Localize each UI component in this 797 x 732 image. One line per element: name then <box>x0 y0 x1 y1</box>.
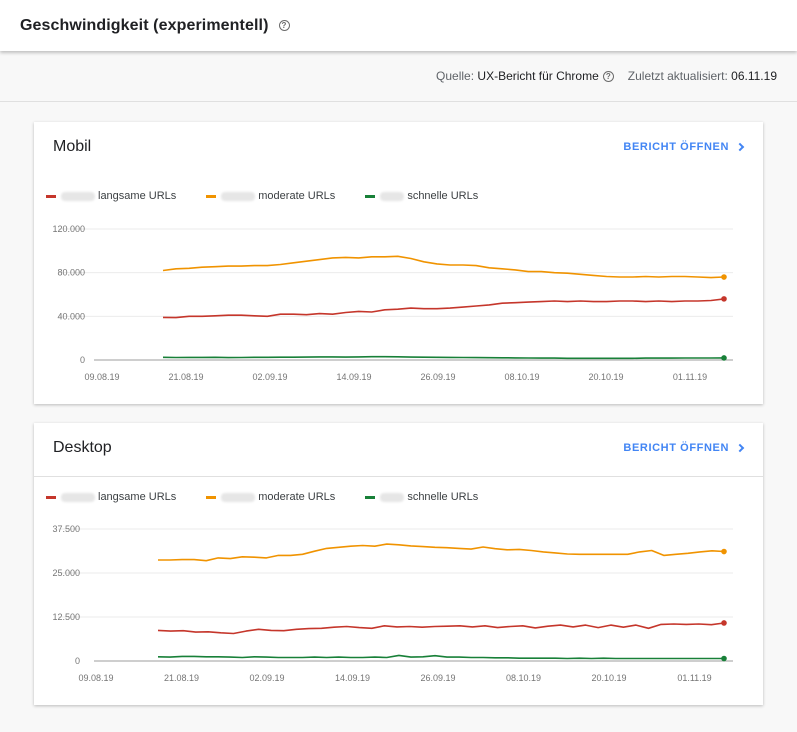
x-tick-label: 26.09.19 <box>420 372 455 382</box>
series-line-slow <box>162 298 725 319</box>
legend-item-slow[interactable]: langsame URLs <box>46 491 176 503</box>
card-title: Desktop <box>53 439 112 456</box>
legend-swatch-moderate <box>206 495 217 499</box>
legend-swatch-fast <box>365 194 376 198</box>
series-line-fast <box>157 654 724 660</box>
legend-swatch-fast <box>365 495 376 499</box>
source-value: UX-Bericht für Chrome <box>477 69 599 83</box>
legend-label: moderate URLs <box>258 190 336 202</box>
x-tick-label: 14.09.19 <box>335 673 370 683</box>
redacted-count <box>61 191 95 201</box>
x-tick-label: 26.09.19 <box>420 673 455 683</box>
x-tick-label: 09.08.19 <box>78 673 113 683</box>
x-tick-label: 21.08.19 <box>164 673 199 683</box>
x-tick-label: 01.11.19 <box>677 673 711 683</box>
legend-label: moderate URLs <box>258 491 336 503</box>
page-title: Geschwindigkeit (experimentell) <box>20 16 269 34</box>
help-circle-icon[interactable]: ? <box>278 20 290 31</box>
y-tick-label: 0 <box>75 656 80 666</box>
desktop-speed-card: Desktop BERICHT ÖFFNEN langsame URLs mod… <box>34 423 763 705</box>
x-tick-label: 14.09.19 <box>336 372 371 382</box>
y-tick-label: 37.500 <box>52 524 80 534</box>
legend-swatch-slow <box>46 495 56 499</box>
series-endpoint-slow <box>721 296 727 302</box>
series-endpoint-fast <box>721 355 727 361</box>
x-tick-label: 20.10.19 <box>588 372 623 382</box>
x-tick-label: 02.09.19 <box>252 372 287 382</box>
legend-item-slow[interactable]: langsame URLs <box>46 190 176 202</box>
card-header: Mobil BERICHT ÖFFNEN <box>34 122 763 175</box>
source-help-icon[interactable]: ? <box>602 70 614 82</box>
updated-value: 06.11.19 <box>731 69 777 83</box>
open-report-label: BERICHT ÖFFNEN <box>623 141 729 153</box>
source-label: Quelle: <box>436 69 475 83</box>
y-tick-label: 40.000 <box>57 311 85 321</box>
updated-label: Zuletzt aktualisiert: <box>627 69 728 83</box>
open-report-button[interactable]: BERICHT ÖFFNEN <box>623 141 745 153</box>
y-tick-label: 120.000 <box>52 224 85 234</box>
page-header: Geschwindigkeit (experimentell) ? <box>0 0 797 51</box>
chevron-right-icon <box>735 443 745 453</box>
legend-swatch-slow <box>46 194 56 198</box>
chart-legend: langsame URLs moderate URLs schnelle URL… <box>46 491 508 503</box>
legend-label: langsame URLs <box>98 190 177 202</box>
open-report-button[interactable]: BERICHT ÖFFNEN <box>623 442 745 454</box>
series-line-slow <box>157 622 725 635</box>
legend-label: schnelle URLs <box>407 491 479 503</box>
x-tick-label: 08.10.19 <box>504 372 539 382</box>
redacted-count <box>61 492 95 502</box>
series-endpoint-moderate <box>721 548 727 555</box>
x-tick-label: 21.08.19 <box>168 372 203 382</box>
desktop-line-chart[interactable]: 0 12.500 25.000 37.500 09.08.19 21.08.19 02.09… <box>34 521 763 691</box>
y-tick-label: 25.000 <box>52 568 80 578</box>
chevron-right-icon <box>735 142 745 152</box>
redacted-count <box>221 191 256 201</box>
series-endpoint-fast <box>721 655 727 662</box>
y-tick-label: 80.000 <box>57 268 85 278</box>
legend-item-moderate[interactable]: moderate URLs <box>206 491 335 503</box>
legend-item-moderate[interactable]: moderate URLs <box>206 190 335 202</box>
redacted-count <box>380 191 405 201</box>
card-title: Mobil <box>53 138 92 155</box>
mobile-line-chart[interactable]: 0 40.000 80.000 120.000 09.08.19 21.08.19 02.0… <box>34 220 763 390</box>
x-tick-label: 20.10.19 <box>591 673 626 683</box>
x-tick-label: 09.08.19 <box>84 372 119 382</box>
y-tick-label: 12.500 <box>52 612 80 622</box>
mobile-speed-card: Mobil BERICHT ÖFFNEN langsame URLs moder… <box>34 122 763 404</box>
legend-label: schnelle URLs <box>407 190 479 202</box>
y-tick-label: 0 <box>80 355 85 365</box>
redacted-count <box>221 492 256 502</box>
card-header: Desktop BERICHT ÖFFNEN <box>34 423 763 476</box>
redacted-count <box>380 492 405 502</box>
series-endpoint-moderate <box>721 274 727 280</box>
x-tick-label: 08.10.19 <box>506 673 541 683</box>
source-bar: Quelle: UX-Bericht für Chrome ? Zuletzt … <box>0 51 797 102</box>
card-divider <box>34 476 763 477</box>
chart-legend: langsame URLs moderate URLs schnelle URL… <box>46 190 508 202</box>
legend-swatch-moderate <box>206 194 217 198</box>
x-tick-label: 01.11.19 <box>673 372 707 382</box>
legend-label: langsame URLs <box>98 491 177 503</box>
series-endpoint-slow <box>721 620 727 626</box>
series-line-fast <box>162 355 725 360</box>
legend-item-fast[interactable]: schnelle URLs <box>365 190 478 202</box>
legend-item-fast[interactable]: schnelle URLs <box>365 491 478 503</box>
series-line-moderate <box>158 543 725 562</box>
open-report-label: BERICHT ÖFFNEN <box>623 442 729 454</box>
series-line-moderate <box>162 255 725 279</box>
x-tick-label: 02.09.19 <box>249 673 284 683</box>
